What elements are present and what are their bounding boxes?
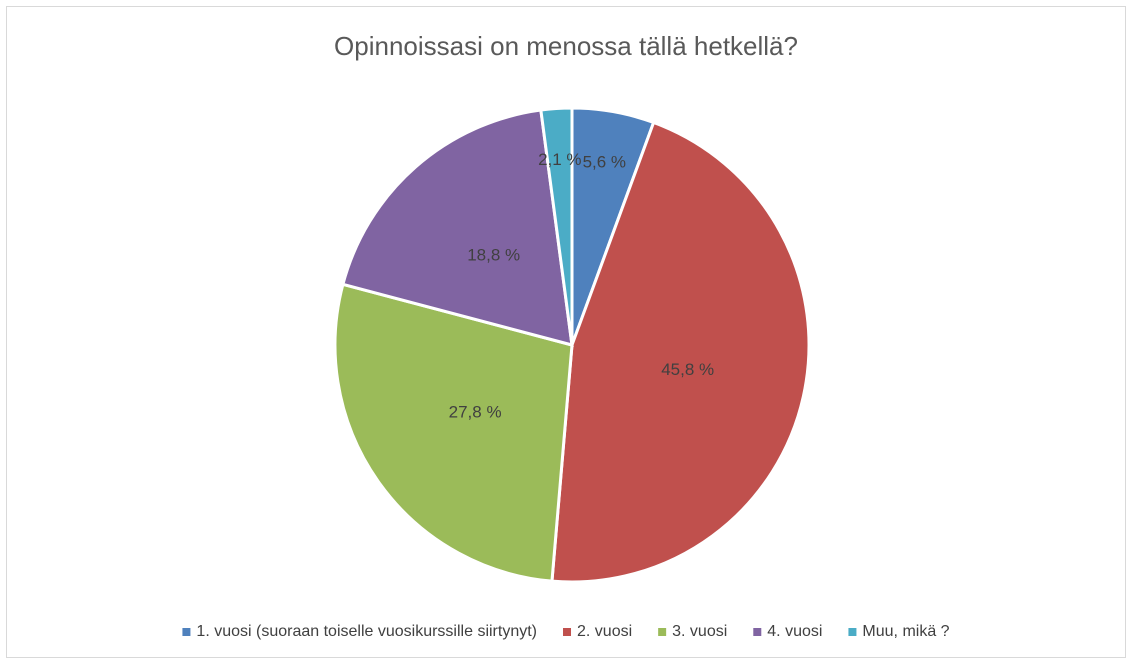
legend-label: 4. vuosi xyxy=(767,623,822,640)
data-label: 27,8 % xyxy=(449,403,502,422)
data-label: 5,6 % xyxy=(583,152,626,171)
data-label: 45,8 % xyxy=(661,360,714,379)
legend-label: 1. vuosi (suoraan toiselle vuosikurssill… xyxy=(196,623,537,640)
pie-slice xyxy=(550,120,811,584)
pie-slice xyxy=(333,282,574,583)
legend-marker xyxy=(658,628,667,636)
legend-marker xyxy=(753,628,762,636)
legend-label: 3. vuosi xyxy=(672,623,727,640)
legend-marker xyxy=(563,628,572,636)
pie-slice xyxy=(539,106,574,346)
data-label: 2,1 % xyxy=(538,150,581,169)
pie-slice xyxy=(341,108,574,348)
chart-title: Opinnoissasi on menossa tällä hetkellä? xyxy=(334,31,798,61)
data-label: 18,8 % xyxy=(467,246,520,265)
legend-label: 2. vuosi xyxy=(577,623,632,640)
legend-marker xyxy=(182,628,191,636)
legend-label: Muu, mikä ? xyxy=(862,623,949,640)
legend-marker xyxy=(848,628,857,636)
